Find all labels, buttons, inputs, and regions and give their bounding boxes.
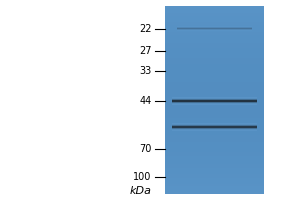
Text: 27: 27 <box>139 46 152 56</box>
Text: 100: 100 <box>133 172 152 182</box>
Text: 22: 22 <box>139 24 152 34</box>
Text: 70: 70 <box>139 144 152 154</box>
Text: 44: 44 <box>139 96 152 106</box>
Text: 33: 33 <box>139 66 152 76</box>
Text: kDa: kDa <box>130 186 152 196</box>
